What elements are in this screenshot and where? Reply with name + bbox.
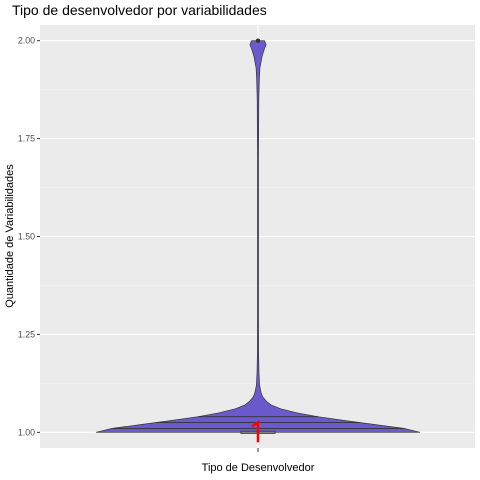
y-tick-label: 1.00 [18, 427, 35, 437]
violin-group [95, 38, 421, 443]
mean-marker [251, 419, 260, 443]
y-tick-label: 2.00 [18, 36, 35, 46]
y-tick-label: 1.75 [18, 134, 35, 144]
y-tick-label: 1.25 [18, 329, 35, 339]
x-axis-title: Tipo de Desenvolvedor [202, 462, 315, 474]
violin-shape [95, 40, 421, 433]
y-tick-label: 1.50 [18, 232, 35, 242]
y-axis-title: Quantidade de Variabilidades [4, 164, 16, 308]
outlier-point [255, 38, 261, 43]
chart-title: Tipo de desenvolvedor por variabilidades [12, 2, 267, 18]
y-axis: 1.00 1.25 1.50 1.75 2.00 [18, 36, 40, 437]
